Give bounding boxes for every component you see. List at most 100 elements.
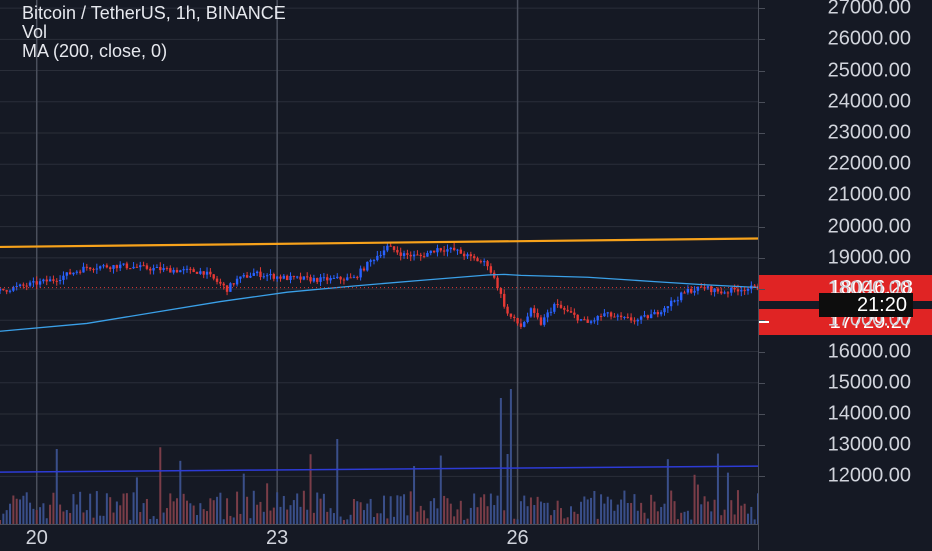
volume-bar bbox=[89, 493, 92, 524]
volume-bar bbox=[483, 494, 486, 524]
volume-bar bbox=[329, 508, 332, 524]
legend-symbol-title[interactable]: Bitcoin / TetherUS, 1h, BINANCE bbox=[22, 3, 286, 23]
candle-body bbox=[68, 272, 72, 275]
candle-body bbox=[92, 269, 95, 271]
candle-body bbox=[690, 288, 693, 293]
candle-body bbox=[102, 265, 105, 267]
time-axis[interactable]: 20 23 26 bbox=[0, 524, 758, 551]
volume-bar bbox=[115, 501, 118, 524]
volume-bar bbox=[276, 492, 279, 524]
price-chart[interactable] bbox=[0, 0, 758, 524]
candle-body bbox=[442, 250, 446, 252]
chart-area[interactable]: Bitcoin / TetherUS, 1h, BINANCE Vol MA (… bbox=[0, 0, 758, 524]
volume-bar bbox=[416, 511, 419, 524]
candle-body bbox=[349, 277, 352, 279]
candle-body bbox=[519, 323, 523, 327]
volume-bar bbox=[236, 491, 239, 524]
candle-body bbox=[406, 253, 409, 255]
price-tick-mark bbox=[759, 382, 765, 384]
volume-bar bbox=[105, 493, 108, 524]
candle-body bbox=[513, 316, 516, 319]
volume-bar bbox=[519, 501, 522, 524]
candle-body bbox=[205, 271, 209, 275]
candle-body bbox=[342, 279, 346, 281]
volume-bar bbox=[226, 498, 229, 524]
candle-body bbox=[583, 319, 586, 321]
candle-body bbox=[326, 277, 329, 281]
price-tick-label: 15000.00 bbox=[827, 371, 911, 394]
candle-body bbox=[179, 270, 182, 273]
volume-bar bbox=[142, 503, 145, 524]
candle-body bbox=[98, 266, 102, 269]
volume-bar bbox=[145, 498, 148, 524]
legend-ma-label[interactable]: MA (200, close, 0) bbox=[22, 41, 168, 61]
volume-bar bbox=[202, 509, 205, 524]
legend-volume-label[interactable]: Vol bbox=[22, 22, 48, 42]
volume-bar bbox=[85, 510, 88, 524]
volume-bar bbox=[463, 519, 466, 524]
volume-bar bbox=[32, 508, 35, 524]
candle-body bbox=[169, 268, 172, 273]
candle-body bbox=[262, 276, 265, 278]
candle-body bbox=[359, 268, 362, 278]
candle-body bbox=[252, 273, 255, 276]
volume-bar bbox=[79, 491, 82, 524]
candle-body bbox=[636, 319, 639, 322]
volume-bar bbox=[269, 510, 272, 524]
volume-bar bbox=[316, 492, 319, 524]
volume-bar bbox=[653, 501, 656, 524]
volume-bar bbox=[610, 499, 613, 524]
volume-bar bbox=[439, 455, 442, 524]
candle-body bbox=[539, 317, 543, 325]
price-tick-label: 22000.00 bbox=[827, 152, 911, 175]
volume-bar bbox=[349, 514, 352, 524]
volume-bar bbox=[726, 472, 729, 524]
volume-bar bbox=[5, 510, 8, 524]
price-tick-mark bbox=[759, 289, 765, 291]
volume-bar bbox=[185, 500, 188, 524]
candle-body bbox=[2, 288, 5, 291]
candle-body bbox=[185, 268, 189, 270]
candle-body bbox=[563, 307, 566, 310]
candle-body bbox=[643, 315, 646, 317]
candle-body bbox=[302, 276, 306, 280]
volume-bar bbox=[600, 494, 603, 524]
candle-body bbox=[285, 275, 289, 281]
price-tick-mark bbox=[759, 476, 765, 478]
candle-body bbox=[546, 312, 549, 318]
volume-bar bbox=[216, 496, 219, 524]
volume-bar bbox=[206, 511, 209, 524]
candle-body bbox=[376, 255, 379, 261]
candle-body bbox=[553, 304, 556, 312]
volume-bar bbox=[757, 493, 758, 524]
volume-bar bbox=[489, 493, 492, 524]
volume-bar bbox=[312, 512, 315, 524]
volume-bar bbox=[553, 509, 556, 524]
candle-body bbox=[108, 267, 112, 269]
candle-body bbox=[469, 254, 473, 257]
candle-body bbox=[596, 316, 599, 321]
candle-body bbox=[5, 290, 8, 292]
volume-bar bbox=[730, 500, 733, 524]
volume-bar bbox=[399, 496, 402, 524]
volume-bar bbox=[640, 502, 643, 524]
candle-body bbox=[259, 271, 262, 278]
price-axis[interactable]: 18046.28 17729.27 27000.00 26000.00 25000.… bbox=[758, 0, 932, 550]
candle-body bbox=[569, 311, 573, 313]
price-tick-label: 20000.00 bbox=[827, 215, 911, 238]
candle-body bbox=[486, 261, 489, 267]
candle-body bbox=[459, 249, 463, 254]
candle-body bbox=[700, 286, 703, 288]
candle-body bbox=[639, 316, 643, 320]
candle-body bbox=[332, 277, 336, 279]
volume-bar bbox=[376, 513, 379, 524]
volume-bar bbox=[352, 499, 355, 524]
candle-body bbox=[623, 316, 626, 318]
candle-body bbox=[28, 282, 32, 286]
candle-body bbox=[706, 286, 710, 289]
candle-body bbox=[419, 254, 422, 257]
volume-bar bbox=[45, 518, 48, 524]
volume-bar bbox=[633, 494, 636, 524]
candle-body bbox=[549, 311, 553, 313]
candle-body bbox=[616, 315, 619, 317]
